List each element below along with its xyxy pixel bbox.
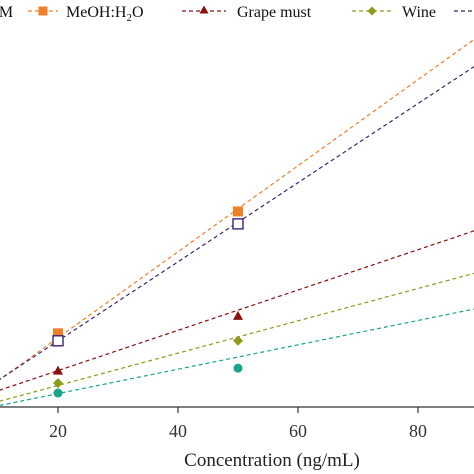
legend-label-meoh-sub: 2 <box>126 12 132 24</box>
series-3-point-2 <box>233 310 243 320</box>
legend-marker-grape-must <box>199 5 209 14</box>
series-3-fit-line <box>0 230 474 391</box>
legend-label-cropped: M <box>0 4 13 21</box>
x-axis-title: Concentration (ng/mL) <box>184 450 360 471</box>
series-2-point-2 <box>232 218 244 230</box>
x-tick-label-20: 20 <box>49 421 67 441</box>
fit-lines <box>0 38 474 406</box>
series-2-point-1 <box>52 335 64 347</box>
x-axis: 20 40 60 80 <box>0 406 474 441</box>
legend-label-meoh: MeOH:H2O <box>66 4 144 24</box>
series-4-point-1 <box>53 378 63 389</box>
series-5-fit-line <box>0 308 474 406</box>
legend-marker-meoh <box>38 6 48 16</box>
series-1-point-1 <box>53 328 63 339</box>
legend-label-wine: Wine <box>402 4 436 21</box>
legend-label-grape-must: Grape must <box>237 4 312 21</box>
series-1-point-2 <box>233 206 243 217</box>
x-tick-label-80: 80 <box>409 421 427 441</box>
series-3-point-1 <box>53 365 63 375</box>
legend-marker-wine <box>367 6 377 16</box>
legend: M MeOH:H2O Grape must Wine <box>0 4 474 24</box>
x-tick-label-60: 60 <box>289 421 307 441</box>
legend-label-meoh-tail: O <box>132 4 144 21</box>
data-markers <box>52 206 244 398</box>
x-tick-label-40: 40 <box>169 421 187 441</box>
series-5-point-1 <box>53 388 63 398</box>
series-4-point-2 <box>233 335 243 346</box>
legend-label-meoh-main: MeOH:H <box>66 4 127 21</box>
series-5-point-2 <box>233 363 243 373</box>
